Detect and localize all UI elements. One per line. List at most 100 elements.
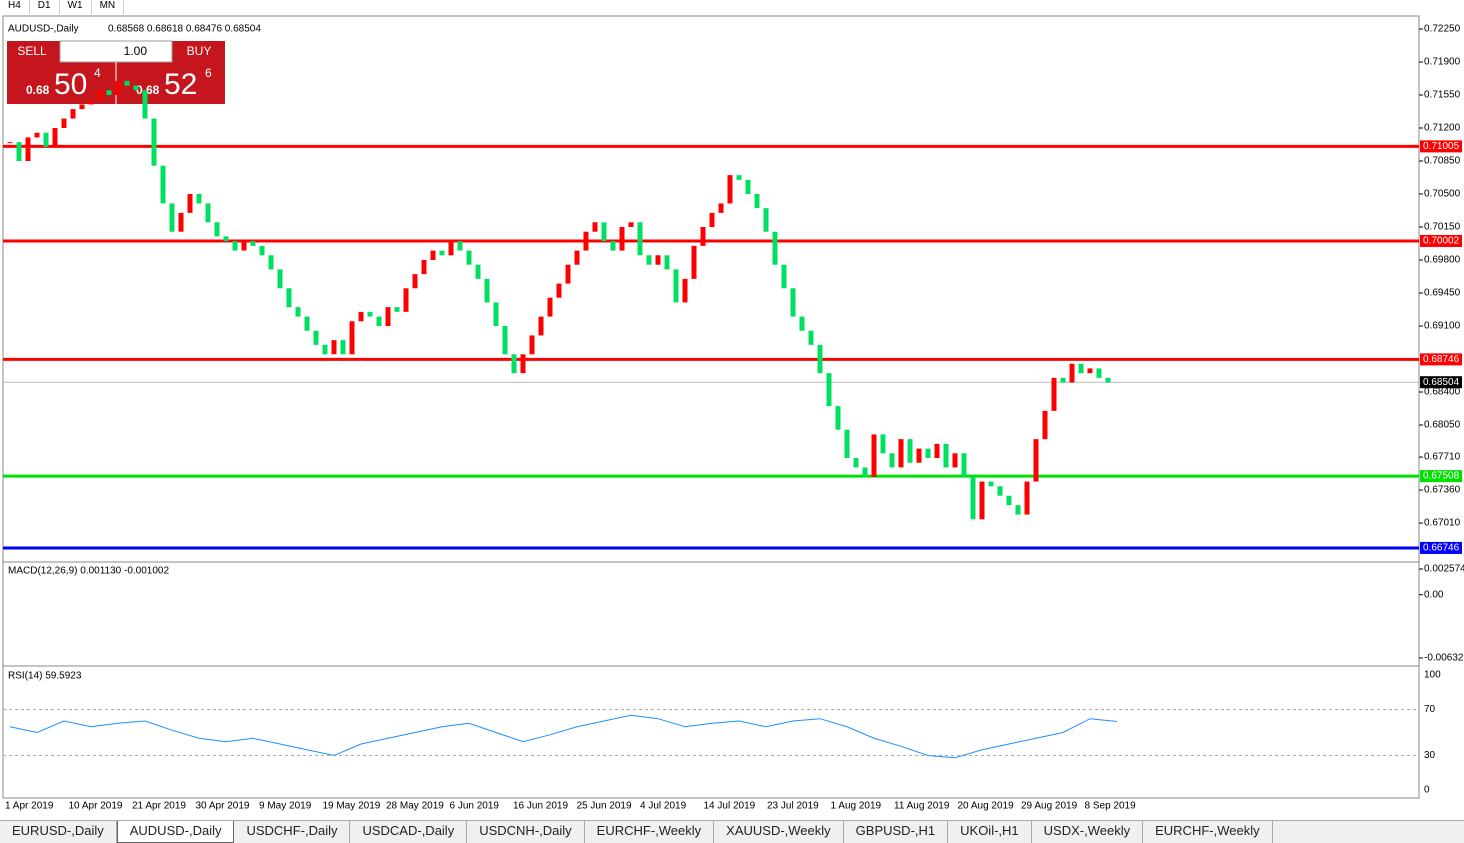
candle — [403, 288, 409, 312]
date-label: 10 Apr 2019 — [69, 801, 123, 812]
candle — [979, 481, 985, 520]
rsi-tick-label: 100 — [1424, 670, 1441, 681]
level-box — [1420, 234, 1462, 247]
candle — [628, 222, 634, 228]
symbol-tab[interactable]: AUDUSD-,Daily — [116, 821, 235, 843]
symbol-tab[interactable]: UKOil-,H1 — [948, 821, 1032, 843]
candle — [340, 340, 346, 355]
candle — [7, 142, 13, 144]
price-tick-label: 0.70150 — [1424, 222, 1461, 233]
macd-tick-label: -0.006326 — [1424, 653, 1464, 664]
candle — [43, 132, 49, 147]
candle — [223, 236, 229, 242]
symbol-tab[interactable]: USDCAD-,Daily — [350, 821, 468, 843]
rsi-line — [9, 714, 1118, 759]
candle — [682, 278, 688, 303]
candle — [331, 340, 337, 355]
candle — [601, 222, 607, 242]
buy-price-pips: 52 — [164, 68, 197, 101]
price-tick-label: 0.67010 — [1424, 518, 1461, 529]
date-label: 23 Jul 2019 — [767, 801, 819, 812]
candle — [763, 208, 769, 232]
candle — [133, 85, 139, 91]
candle — [871, 434, 877, 477]
candle — [1060, 377, 1066, 383]
buy-price-big: 0.68 — [136, 83, 160, 97]
candle — [466, 250, 472, 265]
buy-button[interactable]: BUY — [187, 44, 212, 58]
candle — [430, 250, 436, 261]
candle — [52, 128, 58, 147]
candle — [187, 194, 193, 213]
lot-input[interactable]: 1.00 — [124, 44, 148, 58]
candle — [655, 255, 661, 265]
symbol-tab[interactable]: USDCHF-,Daily — [234, 821, 351, 843]
symbol-tab[interactable]: EURUSD-,Daily — [0, 821, 117, 843]
date-label: 4 Jul 2019 — [640, 801, 687, 812]
candle — [358, 311, 364, 322]
candle — [808, 330, 814, 345]
symbol-tab[interactable]: EURCHF-,Weekly — [1143, 821, 1273, 843]
candle — [367, 311, 373, 317]
timeframe-button[interactable]: D1 — [30, 0, 60, 14]
price-tick-label: 0.72250 — [1424, 24, 1461, 35]
candle — [853, 458, 859, 468]
candle — [520, 354, 526, 374]
candle — [862, 467, 868, 477]
candle — [817, 344, 823, 374]
candle — [709, 212, 715, 228]
level-label: 0.70002 — [1423, 236, 1460, 247]
rsi-tick-label: 70 — [1424, 704, 1436, 715]
ohlc: 0.68568 0.68618 0.68476 0.68504 — [108, 24, 261, 35]
candle — [790, 288, 796, 317]
symbol-tab[interactable]: EURCHF-,Weekly — [585, 821, 715, 843]
candle — [385, 307, 391, 327]
rsi-label: RSI(14) 59.5923 — [8, 671, 82, 682]
level-label: 0.67508 — [1423, 471, 1460, 482]
rsi-tick-label: 30 — [1424, 750, 1436, 761]
candle — [421, 260, 427, 275]
level-box — [1420, 470, 1462, 483]
candle — [799, 316, 805, 331]
candle — [178, 212, 184, 232]
candle — [304, 316, 310, 331]
timeframe-button[interactable]: MN — [92, 0, 125, 14]
candle — [79, 104, 85, 110]
price-tick-label: 0.71900 — [1424, 57, 1461, 68]
candle — [61, 118, 67, 129]
candle — [115, 80, 121, 96]
symbol-tab[interactable]: XAUUSD-,Weekly — [714, 821, 844, 843]
candle — [502, 326, 508, 355]
timeframe-button[interactable]: W1 — [60, 0, 92, 14]
candle — [943, 443, 949, 468]
candle — [1078, 363, 1084, 374]
date-label: 14 Jul 2019 — [704, 801, 756, 812]
buy-price-point: 6 — [205, 66, 212, 80]
date-label: 25 Jun 2019 — [577, 801, 632, 812]
symbol-tab[interactable]: GBPUSD-,H1 — [844, 821, 949, 843]
candle — [889, 453, 895, 468]
candle — [439, 250, 445, 256]
candle — [826, 373, 832, 407]
sell-button[interactable]: SELL — [17, 44, 47, 58]
candle — [34, 132, 40, 138]
candle — [106, 90, 112, 96]
candle — [1105, 377, 1111, 383]
symbol-tab[interactable]: USDCNH-,Daily — [467, 821, 585, 843]
price-tick-label: 0.69800 — [1424, 255, 1461, 266]
level-label: 0.66746 — [1423, 543, 1460, 554]
candle — [997, 486, 1003, 496]
frame — [2, 15, 1420, 799]
candle — [1096, 368, 1102, 378]
candle — [349, 321, 355, 355]
sell-price-point: 4 — [94, 66, 101, 80]
candle — [250, 241, 256, 246]
symbol-tab[interactable]: USDX-,Weekly — [1032, 821, 1144, 843]
candle — [313, 330, 319, 345]
symbol: AUDUSD-,Daily — [8, 24, 79, 35]
candle — [664, 255, 670, 270]
candle — [475, 264, 481, 279]
candle — [610, 241, 616, 251]
timeframe-button[interactable]: H4 — [0, 0, 30, 14]
